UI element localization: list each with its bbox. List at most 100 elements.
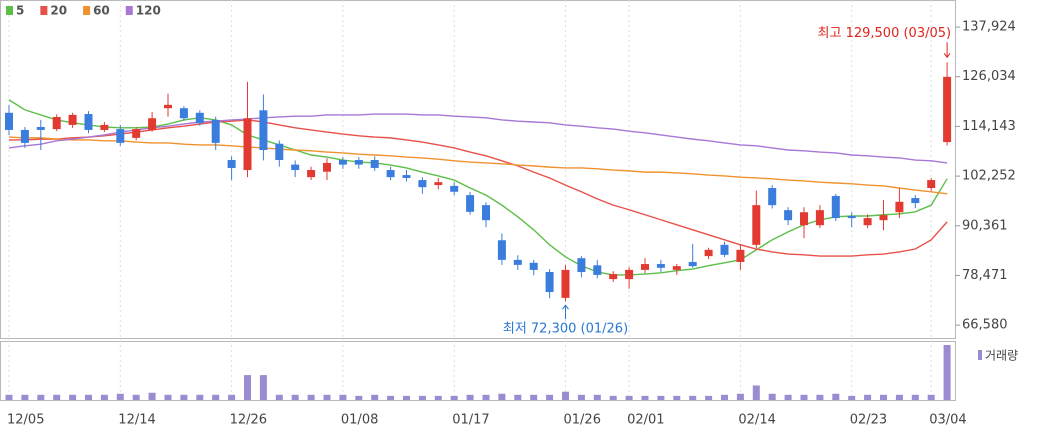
candle-body: [513, 259, 522, 265]
volume-bar: [641, 395, 649, 400]
candle-body: [450, 185, 459, 192]
candle-body: [784, 210, 793, 221]
volume-bar: [816, 394, 824, 400]
x-tick-label: 02/14: [738, 413, 775, 428]
candle-body: [338, 160, 347, 165]
volume-bar: [323, 394, 331, 400]
volume-bar: [880, 394, 887, 400]
candle-body: [195, 112, 204, 124]
candle-body: [577, 258, 586, 272]
volume-bar: [832, 393, 840, 400]
candle-body: [752, 205, 761, 245]
candle-body: [323, 162, 331, 172]
volume-bar: [244, 375, 251, 400]
x-tick-label: 12/26: [230, 413, 267, 428]
candle-body: [943, 76, 952, 143]
volume-bar: [911, 394, 919, 400]
candle-body: [211, 119, 220, 143]
x-tick-label: 01/08: [341, 413, 378, 428]
volume-bar: [848, 395, 856, 400]
candle-body: [275, 143, 284, 161]
candle-body: [609, 274, 618, 280]
legend-swatch: [6, 6, 13, 15]
candle-body: [354, 160, 363, 165]
volume-bar: [37, 394, 45, 400]
candle-body: [672, 266, 681, 270]
x-tick-label: 01/26: [564, 413, 601, 428]
candle-body: [243, 118, 252, 171]
y-tick-label: 66,580: [962, 318, 1008, 333]
volume-bar: [196, 394, 204, 400]
candle-body: [879, 215, 888, 221]
volume-bar: [434, 395, 442, 400]
candle-body: [402, 175, 411, 178]
candle-body: [84, 114, 93, 130]
volume-bar: [259, 375, 267, 400]
volume-bar: [609, 395, 617, 400]
volume-bar: [514, 394, 522, 400]
y-tick-label: 114,143: [962, 119, 1016, 134]
legend-swatch: [83, 6, 91, 15]
candle-body: [132, 129, 141, 138]
volume-bar: [530, 394, 538, 400]
volume-bar: [180, 394, 188, 400]
volume-bar: [705, 395, 713, 400]
candle-body: [227, 160, 236, 168]
volume-bar: [752, 385, 760, 400]
volume-bar: [546, 394, 554, 400]
candle-body: [291, 164, 300, 171]
y-tick-label: 126,034: [962, 69, 1016, 84]
volume-bar: [577, 394, 585, 400]
volume-bar: [800, 394, 808, 400]
volume-bar: [895, 394, 903, 400]
candle-body: [768, 188, 777, 206]
price-pane: [0, 0, 956, 339]
candle-body: [100, 124, 109, 130]
legend-label: 60: [93, 4, 110, 18]
candle-body: [5, 112, 13, 130]
low-arrow: [562, 304, 569, 320]
volume-bar: [85, 394, 92, 400]
volume-bar: [21, 394, 29, 400]
volume-bar: [673, 395, 681, 400]
volume-bar: [212, 394, 220, 400]
ma-line: [8, 99, 948, 276]
candle-body: [434, 182, 443, 186]
y-tick-label: 137,924: [962, 20, 1016, 35]
y-tick-label: 90,361: [962, 218, 1008, 233]
candle-body: [52, 116, 61, 130]
volume-bar: [53, 394, 61, 400]
candle-body: [164, 104, 172, 109]
candle-body: [704, 249, 713, 257]
legend-swatch: [125, 6, 133, 15]
volume-bar: [721, 394, 728, 400]
volume-bar: [689, 395, 697, 400]
volume-bar: [927, 394, 935, 400]
candle-body: [116, 129, 125, 143]
candle-body: [593, 265, 602, 275]
volume-bar: [418, 395, 426, 400]
volume-bar: [148, 392, 156, 400]
candle-body: [688, 261, 697, 267]
high-arrow: [943, 42, 951, 59]
legend-label: 5: [16, 4, 24, 18]
candle-body: [307, 170, 316, 178]
candle-body: [625, 269, 634, 280]
volume-bar: [307, 394, 315, 400]
legend-label: 120: [136, 4, 161, 18]
candle-body: [482, 205, 490, 221]
volume-bar: [784, 394, 792, 400]
volume-bar: [403, 395, 410, 400]
low-annotation: 최저 72,300 (01/26): [503, 322, 628, 337]
candle-body: [36, 127, 45, 130]
y-tick-label: 102,252: [962, 169, 1016, 184]
volume-bar: [164, 394, 172, 400]
volume-bar: [355, 395, 363, 400]
volume-bar: [371, 394, 379, 400]
candle-body: [529, 262, 538, 270]
volume-bar: [100, 394, 108, 400]
volume-bar: [291, 394, 299, 400]
candle-body: [656, 264, 665, 268]
volume-bar: [657, 395, 665, 400]
